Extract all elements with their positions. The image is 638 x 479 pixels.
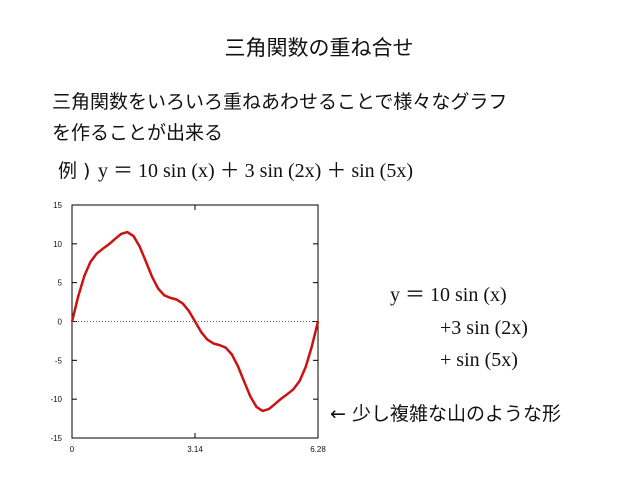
x-tick-label: 6.28 xyxy=(310,445,326,454)
example-formula: y ＝ 10 sin (x) ＋ 3 sin (2x) ＋ sin (5x) xyxy=(98,160,413,182)
x-tick-label: 3.14 xyxy=(187,445,203,454)
y-tick-label: 0 xyxy=(58,318,63,327)
y-tick-label: -15 xyxy=(50,434,62,443)
body-line: 三角関数をいろいろ重ねあわせることで様々なグラフ xyxy=(52,91,507,113)
chart: -15 -10 -5 0 5 10 15 0 3.14 6.28 xyxy=(50,201,326,454)
y-tick-label: -5 xyxy=(55,356,63,365)
example-prefix: 例 ) xyxy=(58,160,90,182)
y-tick-label: 10 xyxy=(53,240,62,249)
caption: ← 少し複雑な山のような形 xyxy=(330,403,561,425)
y-tick-label: 5 xyxy=(58,279,63,288)
slide-title: 三角関数の重ね合せ xyxy=(225,36,414,60)
body-line: を作ることが出来る xyxy=(52,122,223,144)
formula-line: +3 sin (2x) xyxy=(440,317,528,339)
x-tick-label: 0 xyxy=(70,445,75,454)
formula-line: + sin (5x) xyxy=(440,349,518,371)
y-tick-label: -10 xyxy=(50,395,62,404)
formula-line: y ＝ 10 sin (x) xyxy=(390,284,507,306)
y-tick-label: 15 xyxy=(53,201,62,210)
data-line xyxy=(70,230,320,413)
